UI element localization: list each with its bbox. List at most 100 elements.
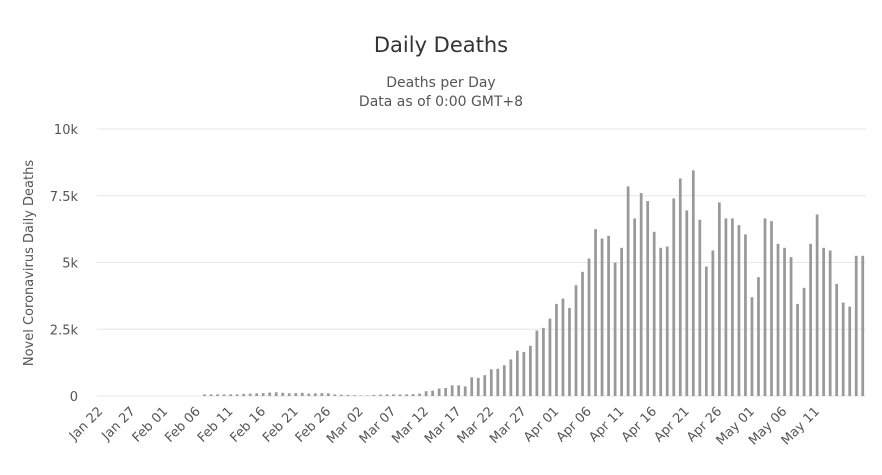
bar: [424, 391, 428, 396]
bar: [450, 385, 454, 396]
bar: [353, 395, 356, 396]
bar: [685, 210, 689, 396]
bar: [489, 369, 493, 396]
bar: [691, 170, 695, 396]
bar: [476, 377, 480, 396]
bar: [678, 178, 682, 396]
x-tick-label: Mar 27: [487, 404, 530, 447]
bar: [359, 395, 363, 396]
bar: [287, 393, 291, 396]
bar: [418, 393, 421, 396]
bars: [203, 170, 865, 397]
x-tick-label: Jan 22: [66, 404, 106, 444]
bar: [398, 394, 402, 396]
bar: [470, 377, 474, 396]
bar: [587, 258, 591, 396]
bar: [529, 345, 532, 396]
bar: [620, 247, 623, 396]
bar: [698, 219, 702, 396]
bar: [463, 386, 467, 396]
y-axis-title: Novel Coronavirus Daily Deaths: [22, 160, 37, 366]
x-tick-label: Feb 16: [228, 404, 270, 446]
x-tick-label: Apr 06: [554, 404, 595, 445]
x-tick-label: Apr 11: [586, 404, 627, 445]
bar: [815, 214, 819, 396]
bar: [268, 392, 272, 396]
bar: [203, 394, 206, 396]
bar: [854, 255, 858, 396]
bar: [633, 218, 637, 396]
bar: [216, 394, 219, 396]
x-tick-label: Apr 21: [651, 404, 692, 445]
bar: [340, 394, 343, 396]
bar: [704, 266, 708, 396]
bar: [515, 350, 519, 396]
bar: [646, 201, 650, 396]
bar: [483, 375, 487, 396]
bar: [385, 394, 389, 396]
bar: [796, 303, 799, 396]
bar: [581, 271, 584, 396]
bar: [763, 218, 767, 396]
chart-subtitle-line-1: Deaths per Day: [386, 75, 495, 91]
bar: [431, 390, 434, 396]
bar: [457, 385, 461, 396]
bar: [744, 234, 747, 396]
bar: [379, 394, 382, 396]
bar: [841, 302, 845, 396]
bar: [665, 246, 669, 396]
bar: [261, 393, 265, 396]
bar: [509, 359, 513, 396]
bar: [496, 368, 500, 396]
bar: [607, 235, 610, 396]
bar: [535, 330, 539, 396]
x-tick-label: Feb 06: [162, 404, 204, 446]
bar: [274, 392, 278, 396]
bar: [392, 394, 395, 396]
bar: [242, 393, 245, 396]
bar: [248, 393, 252, 396]
bar: [731, 218, 734, 396]
y-axis-ticks: 0 2.5k 5k 7.5k 10k: [50, 123, 79, 405]
x-tick-label: Feb 21: [260, 404, 302, 446]
bar: [222, 394, 226, 396]
bar: [235, 394, 239, 396]
y-tick-label: 7.5k: [50, 190, 79, 205]
bar: [828, 250, 832, 396]
bar: [366, 395, 369, 396]
bar: [750, 297, 754, 396]
bar: [307, 393, 311, 396]
x-tick-label: Feb 11: [195, 404, 237, 446]
bar: [542, 327, 545, 396]
bar: [405, 394, 408, 396]
bar: [437, 388, 441, 396]
bar: [848, 306, 852, 396]
bar: [594, 229, 597, 397]
bar: [639, 193, 643, 396]
bar: [502, 365, 506, 396]
bar: [444, 387, 448, 396]
bar: [281, 392, 285, 396]
bar: [659, 247, 663, 396]
bar: [626, 186, 630, 396]
bar: [783, 247, 786, 396]
bar: [789, 257, 793, 396]
bar: [776, 243, 780, 396]
bar: [561, 298, 565, 396]
y-tick-label: 5k: [62, 257, 78, 272]
bar: [411, 394, 415, 396]
bar: [718, 202, 721, 396]
bar: [770, 221, 773, 396]
bar: [229, 394, 232, 396]
bar: [555, 303, 558, 396]
bar: [346, 394, 350, 396]
x-tick-label: Apr 01: [521, 404, 562, 445]
chart-title: Daily Deaths: [374, 33, 508, 57]
x-tick-label: Apr 16: [619, 404, 660, 445]
bar: [600, 238, 604, 396]
bar: [652, 231, 656, 396]
bar: [300, 392, 304, 396]
bar: [809, 243, 812, 396]
